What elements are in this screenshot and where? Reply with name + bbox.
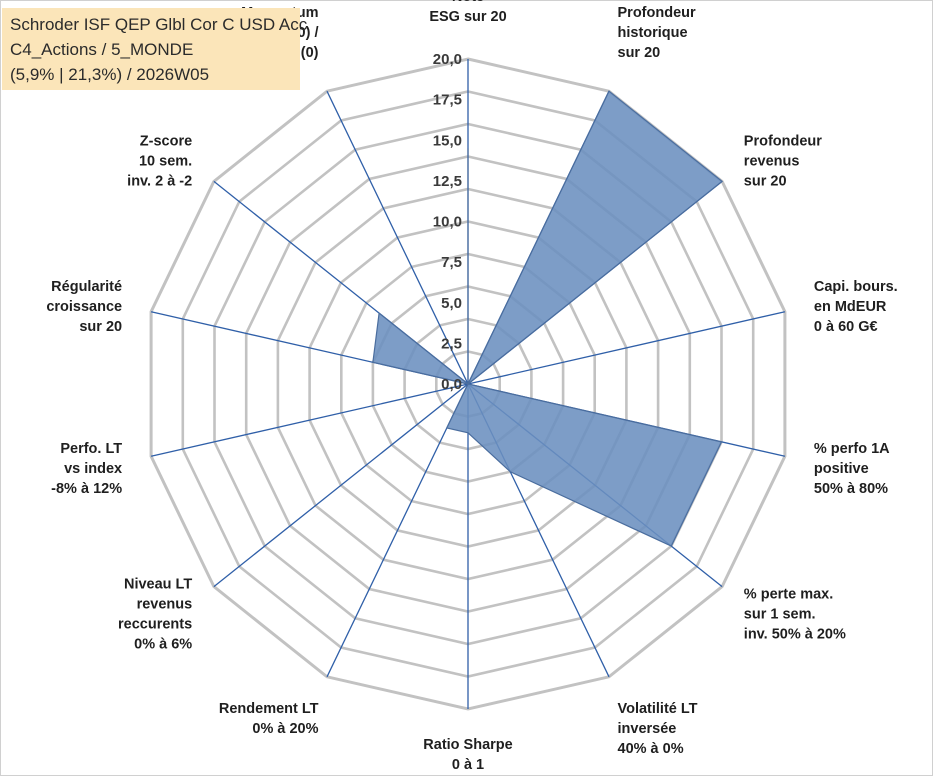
axis-label-line: vs index	[64, 461, 122, 477]
axis-label: Profondeur historique sur 20	[618, 5, 696, 61]
axis-label-line: 10 sem.	[139, 154, 192, 170]
axis-label-line: Volatilité LT	[618, 701, 698, 717]
axis-label-line: Z-score	[140, 134, 192, 150]
axis-label-line: % perte max.	[744, 586, 833, 602]
axis-label-line: % perfo 1A	[814, 441, 890, 457]
axis-label-line: sur 20	[618, 45, 661, 61]
axis-label-line: sur 20	[79, 319, 122, 335]
axis-label: Niveau LT revenus reccurents 0% à 6%	[118, 576, 192, 652]
axis-label-line: ESG sur 20	[429, 9, 506, 25]
axis-label-line: Perfo. LT	[60, 441, 122, 457]
fund-category: C4_Actions / 5_MONDE	[10, 40, 194, 59]
tick-label: 17,5	[433, 92, 462, 109]
axis-spoke	[467, 311, 786, 385]
chart-title-box: Schroder ISF QEP Glbl Cor C USD Acc C4_A…	[2, 8, 308, 90]
axis-label-line: sur 20	[744, 174, 787, 190]
tick-label: 0,0	[441, 376, 462, 393]
axis-label-line: 0 à 60 G€	[814, 319, 878, 335]
axis-spoke	[150, 383, 469, 457]
axis-label-line: 0 à 1	[452, 757, 484, 773]
axis-label-line: 0% à 6%	[134, 636, 192, 652]
axis-label-line: 40% à 0%	[618, 741, 684, 757]
axis-label-line: Ratio Sharpe	[423, 737, 512, 753]
tick-label: 5,0	[441, 295, 462, 312]
tick-label: 7,5	[441, 254, 462, 271]
axis-spoke	[213, 383, 469, 588]
axis-label-line: Régularité	[51, 279, 122, 295]
axis-label-line: Niveau LT	[124, 576, 192, 592]
axis-label: Z-score 10 sem. inv. 2 à -2	[127, 134, 192, 190]
axis-spoke	[326, 383, 469, 678]
tick-layer: 0,0 2,5 5,0 7,5 10,0 12,5 15,0 17,5 20,0	[433, 51, 462, 393]
fund-period: (5,9% | 21,3%) / 2026W05	[10, 65, 210, 84]
axis-label-line: inv. 50% à 20%	[744, 626, 846, 642]
axis-label: Profondeur revenus sur 20	[744, 134, 822, 190]
axis-label-line: reccurents	[118, 616, 192, 632]
axis-label-line: Profondeur	[618, 5, 696, 21]
axis-label-line: -8% à 12%	[51, 481, 122, 497]
axis-label-line: Profondeur	[744, 134, 822, 150]
axis-label: Capi. bours. en MdEUR 0 à 60 G€	[814, 279, 898, 335]
axis-label-line: sur 1 sem.	[744, 606, 816, 622]
tick-label: 10,0	[433, 214, 462, 231]
axis-label-line: 0% à 20%	[252, 721, 318, 737]
axis-label-line: Capi. bours.	[814, 279, 898, 295]
fund-name: Schroder ISF QEP Glbl Cor C USD Acc	[10, 15, 308, 34]
axis-label: Rendement LT 0% à 20%	[219, 701, 319, 737]
axis-label: Volatilité LT inversée 40% à 0%	[618, 701, 698, 757]
tick-label: 2,5	[441, 335, 462, 352]
axis-spoke	[326, 90, 469, 385]
axis-label-line: inv. 2 à -2	[127, 174, 192, 190]
axis-label: Ratio Sharpe 0 à 1	[423, 737, 512, 773]
axis-label: Régularité croissance sur 20	[46, 279, 122, 335]
axis-label-line: en MdEUR	[814, 299, 887, 315]
axis-label: Perfo. LT vs index -8% à 12%	[51, 441, 122, 497]
axis-label: Note ESG sur 20	[429, 0, 506, 25]
tick-label: 20,0	[433, 51, 462, 68]
axis-label: % perfo 1A positive 50% à 80%	[814, 441, 890, 497]
tick-label: 15,0	[433, 132, 462, 149]
series-area	[372, 90, 724, 547]
axis-label-line: positive	[814, 461, 869, 477]
axis-label-line: 50% à 80%	[814, 481, 888, 497]
axis-label-line: Rendement LT	[219, 701, 319, 717]
tick-label: 12,5	[433, 173, 462, 190]
axis-label: % perte max. sur 1 sem. inv. 50% à 20%	[744, 586, 846, 642]
axis-label-layer: Note ESG sur 20 Profondeur historique sur 20…	[46, 0, 897, 773]
axis-label-line: revenus	[744, 154, 800, 170]
axis-label-line: inversée	[618, 721, 677, 737]
axis-label-line: historique	[618, 25, 688, 41]
axis-label-line: revenus	[137, 596, 193, 612]
axis-label-line: Note	[452, 0, 484, 5]
axis-label-line: croissance	[46, 299, 122, 315]
data-layer	[372, 90, 724, 547]
